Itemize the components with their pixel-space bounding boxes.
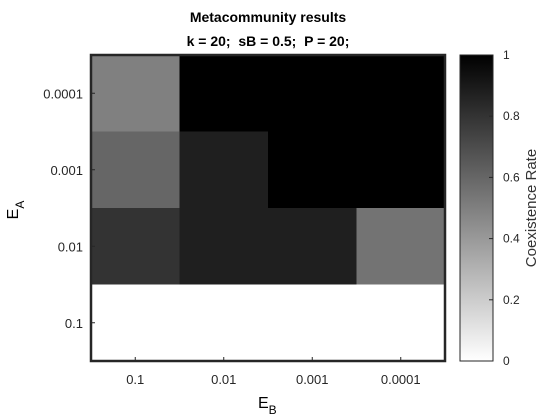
x-tick-label: 0.01: [211, 372, 236, 387]
heatmap-cell: [356, 55, 446, 133]
x-axis-label-main: E: [258, 395, 269, 412]
x-tick-label: 0.001: [296, 372, 329, 387]
colorbar-tick-label: 0.2: [503, 293, 520, 307]
x-axis-label-sub: B: [269, 403, 277, 417]
heatmap-cell: [91, 284, 181, 362]
y-tick-label: 0.001: [50, 163, 83, 178]
chart-subtitle: k = 20; sB = 0.5; P = 20;: [187, 33, 350, 49]
heatmap-cell: [179, 284, 269, 362]
colorbar-tick-label: 1: [503, 48, 510, 62]
heatmap-cell: [91, 55, 181, 133]
y-tick-label: 0.01: [58, 239, 83, 254]
heatmap-cell: [179, 55, 269, 133]
colorbar-ticks: 0 0.2 0.4 0.6 0.8 1: [489, 48, 520, 368]
y-tick-label: 0.1: [65, 316, 83, 331]
plot-frame: [89, 53, 447, 363]
colorbar-tick-label: 0: [503, 354, 510, 368]
heatmap-cell: [356, 284, 446, 362]
colorbar-tick-label: 0.8: [503, 109, 520, 123]
x-tick-label: 0.0001: [381, 372, 421, 387]
colorbar-tick-label: 0.4: [503, 232, 520, 246]
heatmap-cell: [268, 208, 358, 286]
heatmap-cell: [356, 208, 446, 286]
x-axis-label: EB: [258, 395, 277, 417]
heatmap-cell: [91, 208, 181, 286]
heatmap-cell: [91, 131, 181, 209]
y-axis-label: EA: [5, 201, 27, 220]
x-tick-label: 0.1: [126, 372, 144, 387]
heatmap-cell: [356, 131, 446, 209]
y-axis-label-main: E: [5, 209, 22, 220]
heatmap-cell: [179, 208, 269, 286]
y-axis-label-sub: A: [13, 201, 27, 209]
heatmap-cell: [179, 131, 269, 209]
heatmap-cell: [268, 55, 358, 133]
y-tick-label: 0.0001: [43, 86, 83, 101]
colorbar-tick-label: 0.6: [503, 170, 520, 184]
x-tick-labels: 0.1 0.01 0.001 0.0001: [126, 357, 421, 387]
colorbar: [459, 54, 494, 362]
y-tick-labels: 0.0001 0.001 0.01 0.1: [43, 86, 95, 331]
colorbar-label: Coexistence Rate: [523, 149, 540, 267]
heatmap-cells: [91, 55, 446, 362]
heatmap-cell: [268, 284, 358, 362]
heatmap-cell: [268, 131, 358, 209]
chart-title: Metacommunity results: [190, 9, 347, 25]
